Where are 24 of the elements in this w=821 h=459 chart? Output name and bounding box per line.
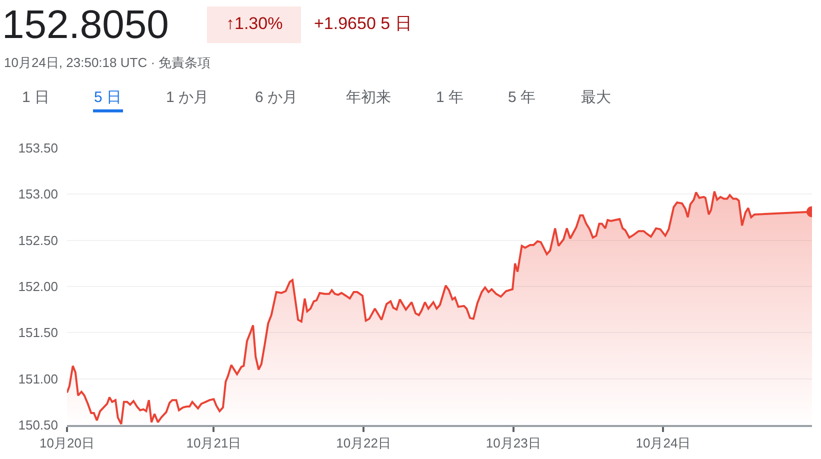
text: +1.9650 5 日 [314, 14, 412, 33]
text: 5 日 [94, 89, 122, 106]
text: 6 か月 [255, 89, 298, 106]
x-tick-label: 10月21日 [186, 435, 242, 450]
y-tick-label: 151.00 [18, 371, 58, 386]
text: ↑1.30% [226, 14, 283, 33]
chart-title: 152.8050 [2, 3, 169, 47]
text: 1 日 [22, 89, 50, 106]
x-tick-label: 10月24日 [636, 435, 691, 450]
x-tick-label: 10月22日 [336, 435, 391, 450]
text: 1 か月 [166, 89, 209, 106]
y-tick-label: 150.50 [18, 418, 58, 433]
y-tick-label: 153.50 [18, 140, 58, 156]
y-tick-label: 152.50 [18, 232, 58, 248]
x-tick-label: 10月20日 [40, 435, 94, 450]
y-tick-label: 153.00 [18, 186, 58, 202]
text: 1 年 [436, 89, 464, 106]
x-tick-label: 10月23日 [486, 435, 541, 450]
chart-subtitle: 10月24日, 23:50:18 UTC · 免責条項 [4, 55, 211, 70]
y-tick-label: 152.00 [18, 279, 58, 294]
text: 年初来 [346, 89, 391, 106]
y-tick-label: 151.50 [18, 325, 58, 340]
text: 5 年 [508, 89, 536, 106]
text: 最大 [581, 89, 611, 106]
